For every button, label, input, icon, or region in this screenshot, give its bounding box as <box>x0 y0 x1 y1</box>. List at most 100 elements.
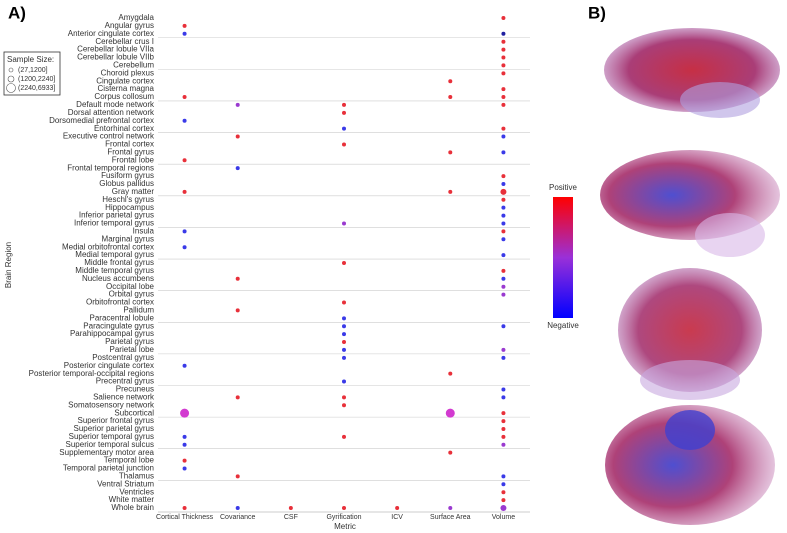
point <box>288 506 293 510</box>
y-tick-label: Inferior parietal gyrus <box>79 211 154 220</box>
y-tick-label: Occipital lobe <box>106 282 155 291</box>
point <box>182 229 187 234</box>
y-tick-label: Medial orbitofrontal cortex <box>62 242 154 251</box>
point <box>501 292 506 297</box>
legend-symbol <box>8 67 14 73</box>
point <box>342 110 346 115</box>
y-tick-label: Whole brain <box>111 503 154 512</box>
point <box>501 39 506 44</box>
y-tick-label: Ventricles <box>119 487 154 496</box>
point <box>342 506 346 510</box>
point <box>501 71 506 76</box>
y-tick-label: Somatosensory network <box>68 400 155 409</box>
point <box>501 253 506 258</box>
point <box>448 150 453 155</box>
point <box>235 134 240 139</box>
brain-render <box>618 268 762 392</box>
y-tick-label: Posterior cingulate cortex <box>64 361 154 370</box>
point <box>448 450 453 455</box>
point <box>501 31 506 36</box>
point <box>342 403 346 408</box>
legend-label: (1200,2240] <box>18 76 55 83</box>
point <box>501 197 506 202</box>
point <box>501 434 506 439</box>
y-tick-label: Dorsomedial prefrontal cortex <box>49 116 154 125</box>
point <box>501 411 506 416</box>
y-tick-label: Salience network <box>93 392 155 401</box>
y-tick-label: Executive control network <box>63 132 155 141</box>
point <box>501 134 506 139</box>
y-tick-label: Pallidum <box>123 306 154 315</box>
y-tick-label: Angular gyrus <box>105 21 154 30</box>
point <box>501 221 506 226</box>
y-tick-label: Temporal parietal junction <box>63 464 154 473</box>
legend-title: Sample Size: <box>7 55 54 64</box>
y-tick-label: Choroid plexus <box>101 68 154 77</box>
point <box>501 213 506 218</box>
y-tick-label: Orbitofrontal cortex <box>86 298 154 307</box>
y-tick-label: Parietal lobe <box>110 345 155 354</box>
y-tick-label: Amygdala <box>118 13 154 22</box>
point <box>501 87 506 92</box>
point <box>501 284 506 289</box>
colorbar <box>553 197 573 318</box>
point <box>501 347 506 352</box>
point <box>235 308 240 313</box>
y-tick-label: White matter <box>109 495 155 504</box>
point <box>235 506 240 510</box>
y-tick-label: Cerebellum <box>113 61 154 70</box>
y-tick-label: Cingulate cortex <box>96 76 154 85</box>
point <box>180 408 190 418</box>
y-tick-label: Cisterna magna <box>98 84 155 93</box>
brain-render <box>665 410 715 450</box>
point <box>235 395 240 400</box>
point <box>501 63 506 68</box>
point <box>448 506 453 510</box>
point <box>501 426 506 431</box>
point <box>235 102 240 107</box>
x-tick-label: ICV <box>391 514 403 521</box>
point <box>501 102 506 107</box>
y-tick-label: Gray matter <box>112 187 155 196</box>
y-tick-label: Frontal cortex <box>105 140 154 149</box>
y-tick-label: Corpus collosum <box>94 92 154 101</box>
point <box>342 300 346 305</box>
y-tick-label: Medial temporal gyrus <box>75 250 154 259</box>
y-tick-label: Nucleus accumbens <box>82 274 154 283</box>
y-tick-label: Frontal lobe <box>112 155 155 164</box>
point <box>235 166 240 171</box>
point <box>342 324 346 329</box>
point <box>182 466 187 471</box>
y-tick-label: Ventral Striatum <box>97 479 154 488</box>
point <box>501 174 506 179</box>
point <box>342 142 346 147</box>
legend-box <box>3 51 61 96</box>
point <box>501 126 506 131</box>
point <box>342 434 346 439</box>
point <box>182 158 187 163</box>
y-tick-label: Superior temporal sulcus <box>66 440 154 449</box>
point <box>448 79 453 84</box>
y-tick-label: Marginal gyrus <box>102 234 154 243</box>
colorbar-label: Positive <box>549 183 578 192</box>
point <box>182 189 187 194</box>
point <box>501 150 506 155</box>
brain-render <box>605 405 775 525</box>
point <box>342 347 346 352</box>
point <box>501 498 506 503</box>
point <box>501 474 506 479</box>
y-tick-label: Temporal lobe <box>104 456 155 465</box>
point <box>501 55 506 60</box>
point <box>501 268 506 273</box>
point <box>182 95 187 100</box>
colorbar-label: Negative <box>547 321 579 330</box>
legend-label: (27,1200] <box>18 67 48 74</box>
point <box>448 371 453 376</box>
point <box>448 95 453 100</box>
point <box>501 482 506 487</box>
point <box>501 16 506 20</box>
point <box>182 23 187 28</box>
point <box>342 316 346 321</box>
point <box>235 474 240 479</box>
